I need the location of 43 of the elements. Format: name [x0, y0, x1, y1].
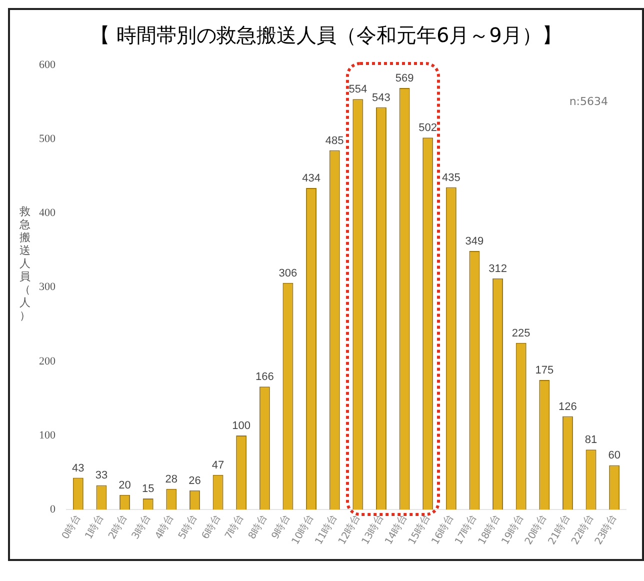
data-label: 126 [558, 400, 577, 413]
x-tick-label: 3時台 [129, 512, 153, 542]
data-label: 435 [442, 172, 460, 184]
data-label: 502 [418, 122, 438, 134]
data-label: 100 [232, 420, 251, 432]
data-label: 175 [535, 364, 554, 376]
data-label: 554 [348, 84, 368, 96]
data-label: 485 [325, 134, 344, 147]
y-tick-label: 300 [39, 281, 56, 294]
text: 救急搬送人員（人） [20, 205, 30, 322]
x-tick-label: 1時台 [82, 512, 106, 542]
data-label: 26 [188, 474, 201, 487]
data-label: 81 [584, 434, 598, 446]
data-label: 28 [165, 473, 178, 486]
chart-title: 【 時間帯別の救急搬送人員（令和元年6月～9月）】 [89, 22, 563, 49]
data-label: 569 [395, 72, 414, 85]
annotation: n:5634 [569, 95, 608, 108]
data-label: 60 [608, 450, 620, 462]
data-label: 20 [118, 479, 131, 492]
y-tick-label: 100 [39, 429, 56, 442]
y-tick-label: 200 [39, 355, 56, 368]
x-tick-label: 5時台 [176, 512, 200, 542]
data-label: 306 [278, 267, 298, 280]
x-tick-label: 8時台 [246, 512, 270, 542]
data-label: 166 [255, 371, 274, 384]
x-tick-label: 0時台 [59, 512, 83, 542]
x-tick-label: 7時台 [222, 512, 246, 542]
y-tick-label: 400 [39, 207, 56, 220]
data-label: 543 [372, 92, 390, 104]
data-label: 15 [142, 483, 154, 496]
y-tick-label: 500 [39, 133, 56, 145]
data-label: 43 [72, 462, 84, 474]
y-tick-label: 0 [50, 504, 56, 516]
data-label: 33 [95, 470, 108, 482]
data-label: 312 [488, 262, 507, 275]
x-tick-label: 2時台 [106, 512, 130, 542]
data-label: 47 [212, 459, 224, 472]
y-tick-label: 600 [39, 58, 56, 71]
x-tick-label: 4時台 [152, 512, 176, 542]
data-label: 349 [465, 236, 484, 248]
x-tick-label: 6時台 [199, 512, 223, 542]
data-label: 434 [302, 172, 320, 185]
data-label: 225 [512, 327, 530, 340]
